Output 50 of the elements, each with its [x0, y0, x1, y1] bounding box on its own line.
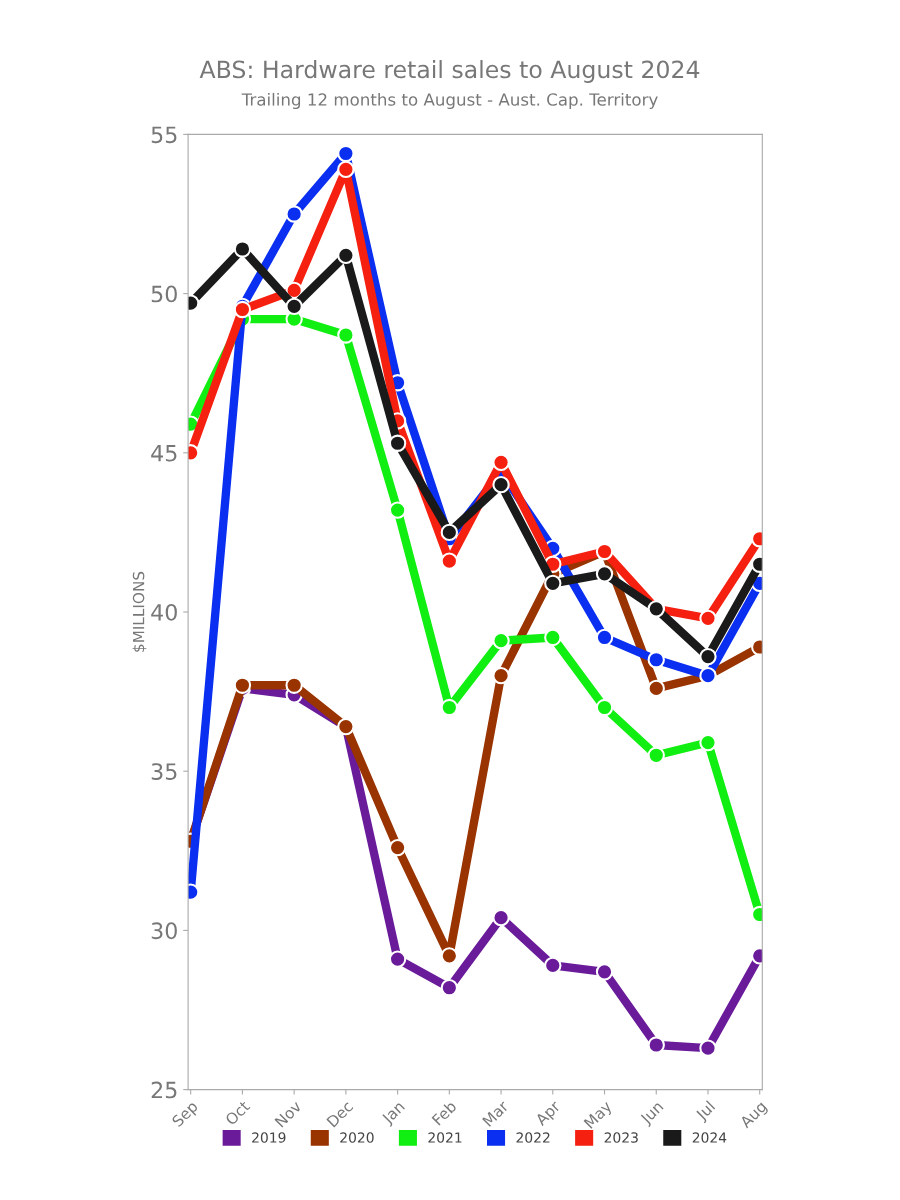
point: [285, 297, 303, 316]
x-tick-label: Oct: [224, 1099, 251, 1126]
legend-label: 2021: [428, 1132, 462, 1143]
chart-title: ABS: Hardware retail sales to August 2024: [199, 60, 700, 83]
point: [337, 160, 355, 179]
legend-label: 2024: [692, 1132, 727, 1143]
point: [647, 746, 665, 764]
point: [544, 628, 562, 647]
point: [440, 552, 459, 570]
point: [388, 838, 407, 857]
point: [440, 979, 459, 997]
point: [285, 205, 303, 223]
x-tick-label: Jul: [694, 1100, 718, 1124]
x-tick-label: Sep: [171, 1100, 201, 1130]
point: [595, 565, 614, 583]
y-tick-label: 30: [151, 922, 177, 940]
chart-subtitle: Trailing 12 months to August - Aust. Cap. Territory: [241, 92, 658, 110]
point: [492, 475, 510, 494]
point: [492, 667, 510, 685]
x-tick-label: Jan: [380, 1100, 408, 1127]
point: [647, 1036, 665, 1054]
legend-label: 2020: [340, 1132, 374, 1143]
y-tick-label: 25: [151, 1081, 177, 1099]
y-tick-label: 50: [151, 285, 177, 303]
y-tick-label: 40: [151, 603, 177, 621]
point: [647, 651, 665, 669]
y-tick-label: 55: [151, 126, 177, 144]
x-tick-label: Aug: [739, 1100, 770, 1131]
point: [595, 963, 614, 981]
point: [337, 246, 355, 265]
point: [233, 240, 252, 258]
point: [699, 1039, 717, 1057]
point: [544, 574, 562, 593]
x-tick-label: Jun: [639, 1100, 666, 1128]
point: [337, 326, 355, 344]
legend-label: 2023: [604, 1132, 638, 1143]
y-tick-label: 45: [151, 445, 177, 462]
point: [233, 676, 252, 694]
point: [492, 453, 510, 472]
point: [699, 647, 717, 666]
legend-label: 2019: [252, 1132, 286, 1143]
x-tick-label: Feb: [431, 1099, 458, 1126]
y-tick-label: 35: [151, 763, 177, 780]
point: [595, 628, 614, 647]
x-tick-label: Apr: [534, 1099, 564, 1129]
point: [285, 676, 303, 694]
point: [595, 698, 614, 717]
y-axis-title: $MILLIONS: [132, 571, 147, 652]
legend-label: 2022: [516, 1132, 550, 1143]
point: [440, 523, 459, 542]
